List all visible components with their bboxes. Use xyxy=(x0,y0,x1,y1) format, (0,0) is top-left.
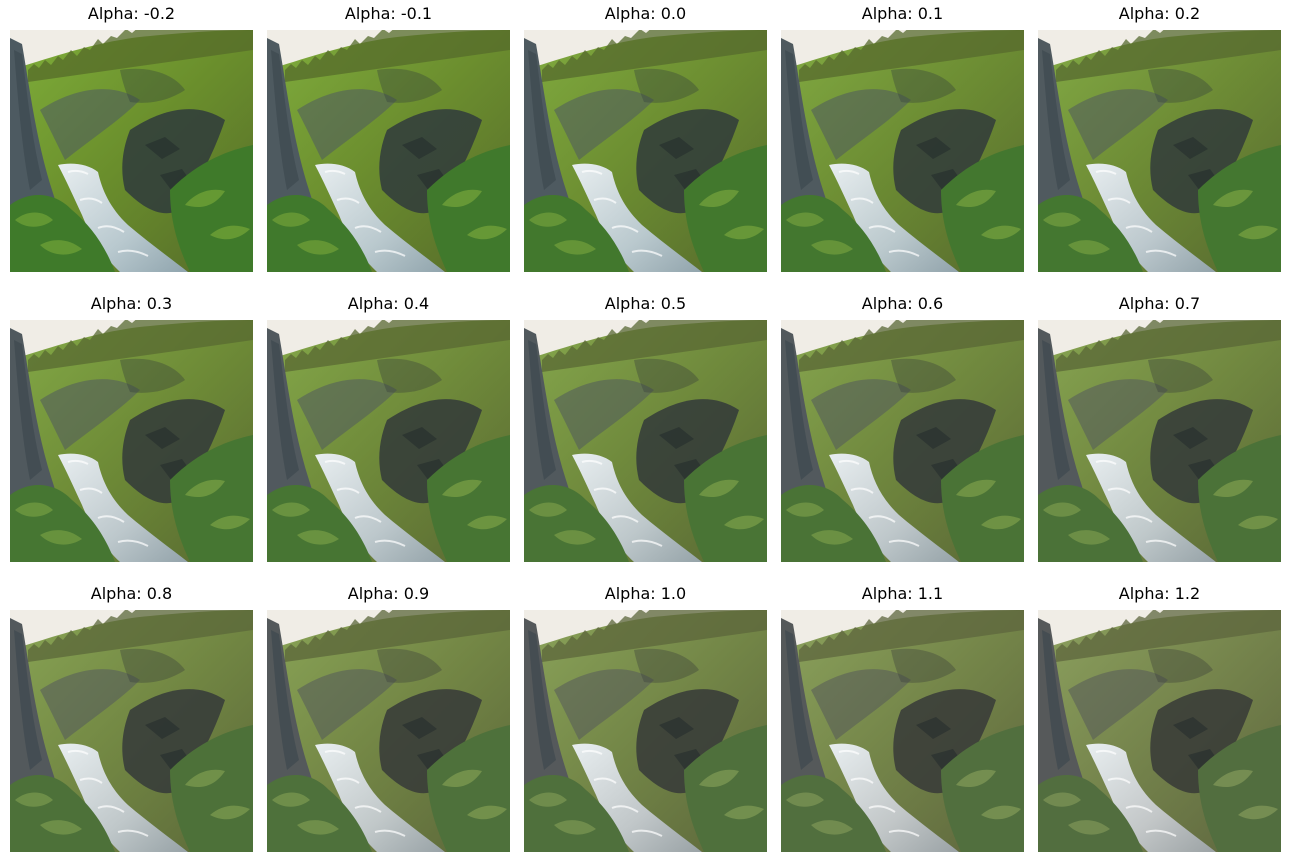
canyon-river-image xyxy=(524,610,767,852)
panel-title: Alpha: 0.6 xyxy=(861,294,944,313)
image-panel: Alpha: 0.9 xyxy=(267,580,510,852)
image-panel: Alpha: 0.3 xyxy=(10,290,253,562)
image-panel: Alpha: 0.4 xyxy=(267,290,510,562)
canyon-river-image xyxy=(10,320,253,562)
image-panel: Alpha: 1.2 xyxy=(1038,580,1281,852)
canyon-river-image xyxy=(10,610,253,852)
image-panel: Alpha: 0.6 xyxy=(781,290,1024,562)
image-panel: Alpha: 0.5 xyxy=(524,290,767,562)
canyon-river-image xyxy=(267,610,510,852)
image-panel: Alpha: 0.7 xyxy=(1038,290,1281,562)
canyon-river-image xyxy=(1038,30,1281,272)
image-panel: Alpha: 0.0 xyxy=(524,0,767,272)
panel-title: Alpha: 0.8 xyxy=(90,584,173,603)
panel-title: Alpha: 0.0 xyxy=(604,4,687,23)
panel-title: Alpha: 0.9 xyxy=(347,584,430,603)
image-panel: Alpha: -0.1 xyxy=(267,0,510,272)
panel-title: Alpha: 1.1 xyxy=(861,584,944,603)
canyon-river-image xyxy=(781,30,1024,272)
canyon-river-image xyxy=(1038,320,1281,562)
panel-title: Alpha: 0.3 xyxy=(90,294,173,313)
panel-title: Alpha: 0.1 xyxy=(861,4,944,23)
panel-title: Alpha: 1.2 xyxy=(1118,584,1201,603)
image-panel: Alpha: 1.0 xyxy=(524,580,767,852)
canyon-river-image xyxy=(781,610,1024,852)
image-panel: Alpha: 0.1 xyxy=(781,0,1024,272)
panel-title: Alpha: 0.7 xyxy=(1118,294,1201,313)
canyon-river-image xyxy=(524,30,767,272)
image-panel: Alpha: 0.2 xyxy=(1038,0,1281,272)
panel-title: Alpha: -0.1 xyxy=(344,4,433,23)
image-panel: Alpha: 1.1 xyxy=(781,580,1024,852)
panel-title: Alpha: -0.2 xyxy=(87,4,176,23)
image-panel: Alpha: 0.8 xyxy=(10,580,253,852)
panel-title: Alpha: 1.0 xyxy=(604,584,687,603)
canyon-river-image xyxy=(10,30,253,272)
panel-title: Alpha: 0.5 xyxy=(604,294,687,313)
canyon-river-image xyxy=(1038,610,1281,852)
canyon-river-image xyxy=(524,320,767,562)
canyon-river-image xyxy=(267,320,510,562)
panel-title: Alpha: 0.2 xyxy=(1118,4,1201,23)
panel-title: Alpha: 0.4 xyxy=(347,294,430,313)
image-panel: Alpha: -0.2 xyxy=(10,0,253,272)
canyon-river-image xyxy=(267,30,510,272)
canyon-river-image xyxy=(781,320,1024,562)
